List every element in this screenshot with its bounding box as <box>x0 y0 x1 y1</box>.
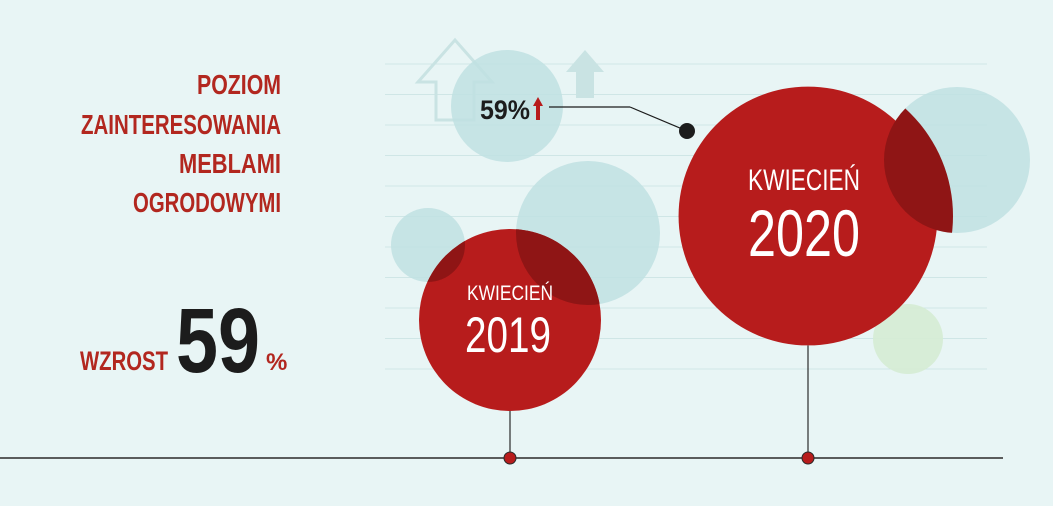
callout-dot <box>679 123 695 139</box>
growth-unit: % <box>266 349 287 376</box>
bubble-2020 <box>678 86 938 346</box>
title-line-2: ZAINTERESOWANIA <box>81 109 281 140</box>
bubble-year-label-2020: 2020 <box>748 196 860 270</box>
callout-label: 59% <box>480 95 530 125</box>
arrow-up-small-icon <box>566 50 604 98</box>
page-title: POZIOM ZAINTERESOWANIA MEBLAMI OGRODOWYM… <box>81 69 281 218</box>
growth-value: 59 <box>176 290 260 392</box>
bubble-year-label-2019: 2019 <box>465 307 551 363</box>
bubble-month-label-2019: KWIECIEŃ <box>467 282 553 305</box>
timeline-marker-2019 <box>503 451 517 465</box>
decor-bubble-teal-top <box>451 50 563 162</box>
arrow-up-red-icon <box>533 97 543 120</box>
callout-line-diagonal <box>629 106 688 132</box>
title-line-4: OGRODOWYMI <box>133 187 281 218</box>
growth-prefix: WZROST <box>80 346 168 376</box>
bubble-month-label-2020: KWIECIEŃ <box>748 164 860 197</box>
timeline-marker-2020 <box>801 451 815 465</box>
title-line-3: MEBLAMI <box>179 148 281 179</box>
growth-callout: 59% <box>480 95 695 139</box>
decor-bubble-green <box>873 304 943 374</box>
title-line-1: POZIOM <box>197 69 281 100</box>
